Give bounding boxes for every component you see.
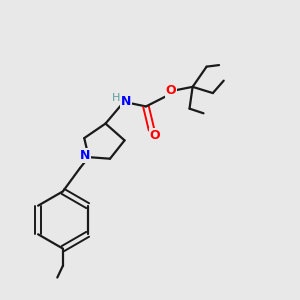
Text: O: O — [166, 84, 176, 98]
Text: H: H — [112, 93, 120, 103]
Text: O: O — [149, 129, 160, 142]
Text: N: N — [121, 95, 131, 108]
Text: N: N — [80, 149, 90, 162]
